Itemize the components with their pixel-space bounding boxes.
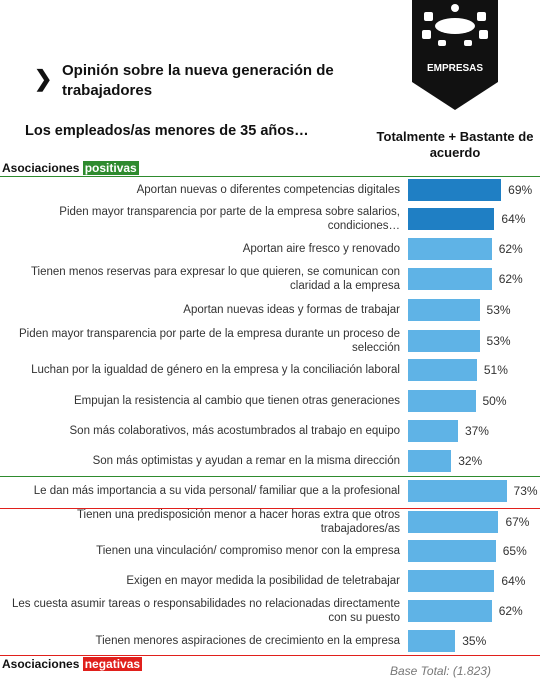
bar — [408, 238, 492, 260]
positive-top-divider — [0, 176, 540, 177]
category-label: Luchan por la igualdad de género en la e… — [31, 364, 400, 376]
category-label: Son más colaborativos, más acostumbrados… — [69, 425, 401, 437]
bar — [408, 570, 495, 592]
category-label: Son más optimistas y ayudan a remar en l… — [92, 455, 400, 467]
empresas-badge: EMPRESAS — [412, 0, 498, 110]
value-label: 32% — [458, 454, 483, 468]
chevron-right-icon: ❯ — [34, 66, 53, 91]
negative-section-label: Asociaciones negativas — [2, 657, 143, 671]
value-label: 62% — [498, 272, 523, 286]
bar — [408, 208, 495, 230]
page-title: Opinión sobre la nueva generación de tra… — [62, 62, 334, 99]
value-label: 65% — [502, 544, 527, 558]
positive-bottom-divider — [0, 476, 540, 477]
bar — [408, 450, 452, 472]
bar — [408, 511, 499, 533]
bar — [408, 630, 456, 652]
base-total-note: Base Total: (1.823) — [390, 664, 491, 678]
badge-label: EMPRESAS — [427, 63, 483, 74]
bar — [408, 600, 492, 622]
bar — [408, 420, 458, 442]
category-label: Aportan nuevas ideas y formas de trabaja… — [183, 304, 400, 316]
value-label: 50% — [482, 394, 507, 408]
category-label: Aportan nuevas o diferentes competencias… — [136, 184, 400, 196]
positive-word: positivas — [82, 161, 139, 175]
value-label: 62% — [498, 242, 523, 256]
bar — [408, 299, 480, 321]
value-label: 62% — [498, 604, 523, 618]
category-label: Exigen en mayor medida la posibilidad de… — [126, 575, 400, 587]
bar — [408, 480, 507, 502]
category-label: Tienen menos reservas para expresar lo q… — [30, 266, 400, 292]
value-label: 35% — [462, 634, 487, 648]
bar — [408, 330, 480, 352]
value-label: 51% — [483, 363, 508, 377]
bar — [408, 179, 502, 201]
value-label: 53% — [486, 303, 511, 317]
bar — [408, 540, 496, 562]
category-label: Empujan la resistencia al cambio que tie… — [73, 395, 400, 407]
bar — [408, 390, 476, 412]
chart-subtitle: Los empleados/as menores de 35 años… — [25, 123, 309, 139]
value-label: 64% — [501, 212, 526, 226]
value-label: 69% — [508, 183, 533, 197]
category-label: Tienen una vinculación/ compromiso menor… — [96, 545, 400, 557]
category-label: Les cuesta asumir tareas o responsabilid… — [11, 598, 400, 624]
value-label: 67% — [505, 515, 530, 529]
category-label: Aportan aire fresco y renovado — [242, 243, 400, 255]
negative-top-divider — [0, 508, 540, 509]
category-label: Tienen menores aspiraciones de crecimien… — [95, 635, 400, 647]
value-label: 37% — [464, 424, 489, 438]
positive-section-label: Asociaciones positivas — [2, 161, 139, 175]
value-label: 73% — [513, 484, 538, 498]
negative-word: negativas — [82, 657, 143, 671]
value-label: 53% — [486, 334, 511, 348]
column-header: Totalmente + Bastante de acuerdo — [376, 129, 534, 160]
meeting-table-icon — [422, 4, 488, 46]
value-label: 64% — [501, 574, 526, 588]
category-label: Piden mayor transparencia por parte de l… — [59, 206, 400, 232]
bar — [408, 268, 492, 290]
negative-bottom-divider — [0, 655, 540, 656]
category-label: Tienen una predisposición menor a hacer … — [76, 509, 400, 535]
category-label: Le dan más importancia a su vida persona… — [33, 485, 400, 497]
category-label: Piden mayor transparencia por parte de l… — [18, 328, 400, 354]
bar — [408, 359, 477, 381]
